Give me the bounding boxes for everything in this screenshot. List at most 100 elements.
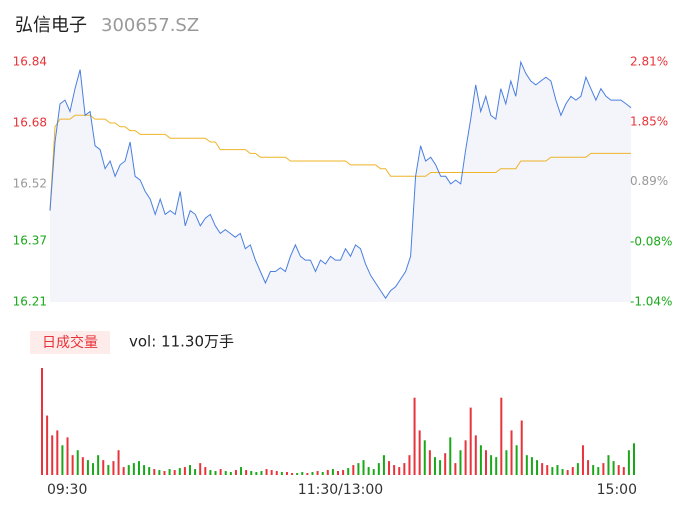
volume-bar <box>291 473 294 475</box>
volume-bar <box>418 430 421 475</box>
volume-bar <box>51 435 54 475</box>
y2-tick-label: 1.85% <box>630 114 668 128</box>
volume-bar <box>495 457 498 475</box>
volume-bar <box>56 430 59 475</box>
volume-bar <box>454 463 457 475</box>
volume-bar <box>46 415 49 475</box>
y-tick-label: 16.21 <box>13 295 47 309</box>
y-tick-label: 16.84 <box>13 55 47 69</box>
price-line <box>49 60 632 300</box>
volume-bar <box>505 450 508 475</box>
volume-bar <box>194 469 197 475</box>
volume-bar <box>449 437 452 475</box>
volume-bar <box>275 471 278 475</box>
volume-bar <box>571 467 574 475</box>
volume-bar <box>41 367 43 475</box>
volume-bar <box>633 443 635 475</box>
volume-bar <box>622 467 625 475</box>
volume-bar <box>576 463 579 475</box>
volume-bar <box>382 455 385 475</box>
volume-bar <box>530 457 533 475</box>
volume-bar <box>444 453 447 475</box>
volume-bar <box>602 463 605 475</box>
average-line <box>49 114 631 211</box>
volume-bar <box>393 465 396 475</box>
volume-bar <box>485 450 487 475</box>
volume-bar <box>428 450 431 475</box>
volume-bar <box>245 470 248 475</box>
volume-bar <box>372 469 375 475</box>
volume-bar <box>71 455 74 475</box>
volume-bar <box>546 465 549 475</box>
volume-bar <box>413 397 416 475</box>
volume-bar <box>204 467 207 475</box>
volume-bar <box>250 471 253 475</box>
volume-bar <box>331 469 334 475</box>
volume-bar <box>97 455 100 475</box>
volume-bar <box>132 463 135 475</box>
volume-bar <box>367 467 370 475</box>
volume-bar <box>536 460 539 475</box>
volume-bar <box>326 470 329 475</box>
volume-bar <box>107 465 110 475</box>
y2-tick-label: 0.89% <box>630 174 668 188</box>
volume-bar <box>117 450 120 475</box>
volume-bar <box>285 472 288 475</box>
volume-bar <box>280 472 283 475</box>
volume-bar <box>321 472 324 475</box>
volume-bar <box>81 457 84 475</box>
volume-bar <box>234 470 237 475</box>
volume-bar <box>474 435 477 475</box>
volume-bar <box>76 450 79 475</box>
volume-total: vol: 11.30万手 <box>129 333 234 351</box>
volume-bar <box>229 472 232 475</box>
volume-bar <box>311 472 314 475</box>
y-tick-label: 16.37 <box>13 234 47 248</box>
volume-bar <box>66 437 69 475</box>
volume-bar <box>592 465 595 475</box>
volume-bar <box>520 420 523 475</box>
volume-bar <box>525 455 528 475</box>
volume-bar <box>270 470 273 475</box>
volume-bar <box>178 468 181 475</box>
volume-bar <box>219 469 222 475</box>
volume-bar <box>306 473 309 475</box>
stock-code: 300657.SZ <box>101 15 199 36</box>
volume-bar <box>587 460 590 475</box>
volume-bar <box>148 467 151 475</box>
volume-bar <box>183 467 186 475</box>
volume-bar <box>479 445 482 475</box>
volume-bar <box>388 461 391 475</box>
volume-bar <box>566 470 569 475</box>
volume-bar <box>296 473 299 475</box>
x-tick-label: 11:30/13:00 <box>298 482 383 498</box>
volume-bar <box>265 469 268 475</box>
volume-bar <box>347 468 350 475</box>
volume-bar <box>362 460 365 475</box>
volume-bar <box>551 467 554 475</box>
volume-bar <box>627 450 630 475</box>
volume-bar <box>189 465 191 475</box>
volume-bar <box>352 465 355 475</box>
volume-bar <box>102 460 105 475</box>
y2-tick-label: 2.81% <box>630 55 668 69</box>
volume-bar <box>61 445 64 475</box>
volume-bar <box>153 469 156 475</box>
volume-bar <box>597 467 600 475</box>
volume-bar <box>337 471 339 475</box>
volume-bar <box>316 471 319 475</box>
volume-bar <box>127 465 130 475</box>
badge-bg <box>30 331 110 354</box>
y2-tick-label: -0.08% <box>630 235 672 249</box>
volume-bar <box>612 461 615 475</box>
volume-bar <box>209 470 212 475</box>
volume-bar <box>122 467 125 475</box>
volume-bar <box>469 407 472 475</box>
volume-bar <box>464 440 467 475</box>
volume-bar <box>168 469 171 475</box>
volume-bar <box>617 465 620 475</box>
volume-bar <box>143 465 146 475</box>
volume-bar <box>357 463 360 475</box>
volume-bar <box>398 467 401 475</box>
